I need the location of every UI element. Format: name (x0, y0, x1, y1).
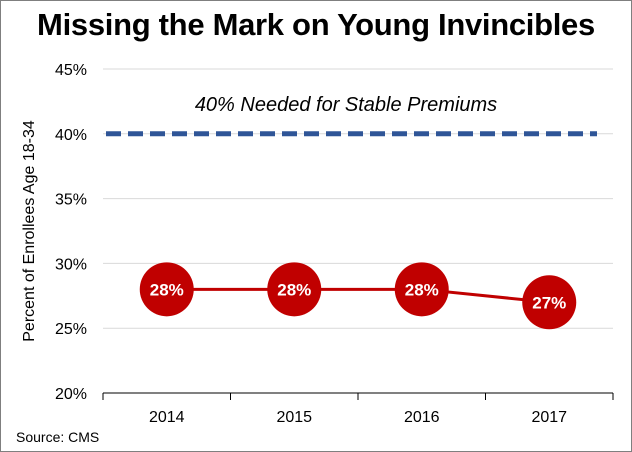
x-tick-label: 2017 (531, 409, 567, 426)
y-tick-label: 25% (55, 321, 87, 338)
series-group: 28% 28% 28% 27% (139, 262, 577, 330)
x-tick-labels: 2014 2015 2016 2017 (149, 409, 567, 426)
source-note: Source: CMS (16, 429, 100, 445)
x-tick-label: 2016 (404, 409, 440, 426)
data-point (267, 262, 322, 317)
x-tick-label: 2015 (276, 409, 312, 426)
series-line (166, 287, 550, 304)
y-tick-label: 35% (55, 192, 87, 209)
y-tick-label: 45% (55, 62, 87, 79)
data-point (139, 262, 194, 317)
data-point (394, 262, 449, 317)
reference-line-group: 40% Needed for Stable Premiums (106, 94, 597, 137)
chart-title: Missing the Mark on Young Invincibles (37, 7, 595, 42)
y-axis-label: Percent of Enrollees Age 18-34 (21, 120, 38, 342)
y-tick-label: 30% (55, 256, 87, 273)
data-label: 28% (405, 280, 439, 299)
y-tick-label: 20% (55, 386, 87, 403)
data-label: 27% (532, 293, 566, 312)
data-point (522, 275, 577, 330)
x-tick-label: 2014 (149, 409, 185, 426)
axes (102, 392, 614, 400)
y-tick-labels: 20% 25% 30% 35% 40% 45% (55, 62, 87, 403)
data-label: 28% (150, 280, 184, 299)
reference-line-label: 40% Needed for Stable Premiums (195, 94, 497, 116)
data-label: 28% (277, 280, 311, 299)
y-tick-label: 40% (55, 127, 87, 144)
